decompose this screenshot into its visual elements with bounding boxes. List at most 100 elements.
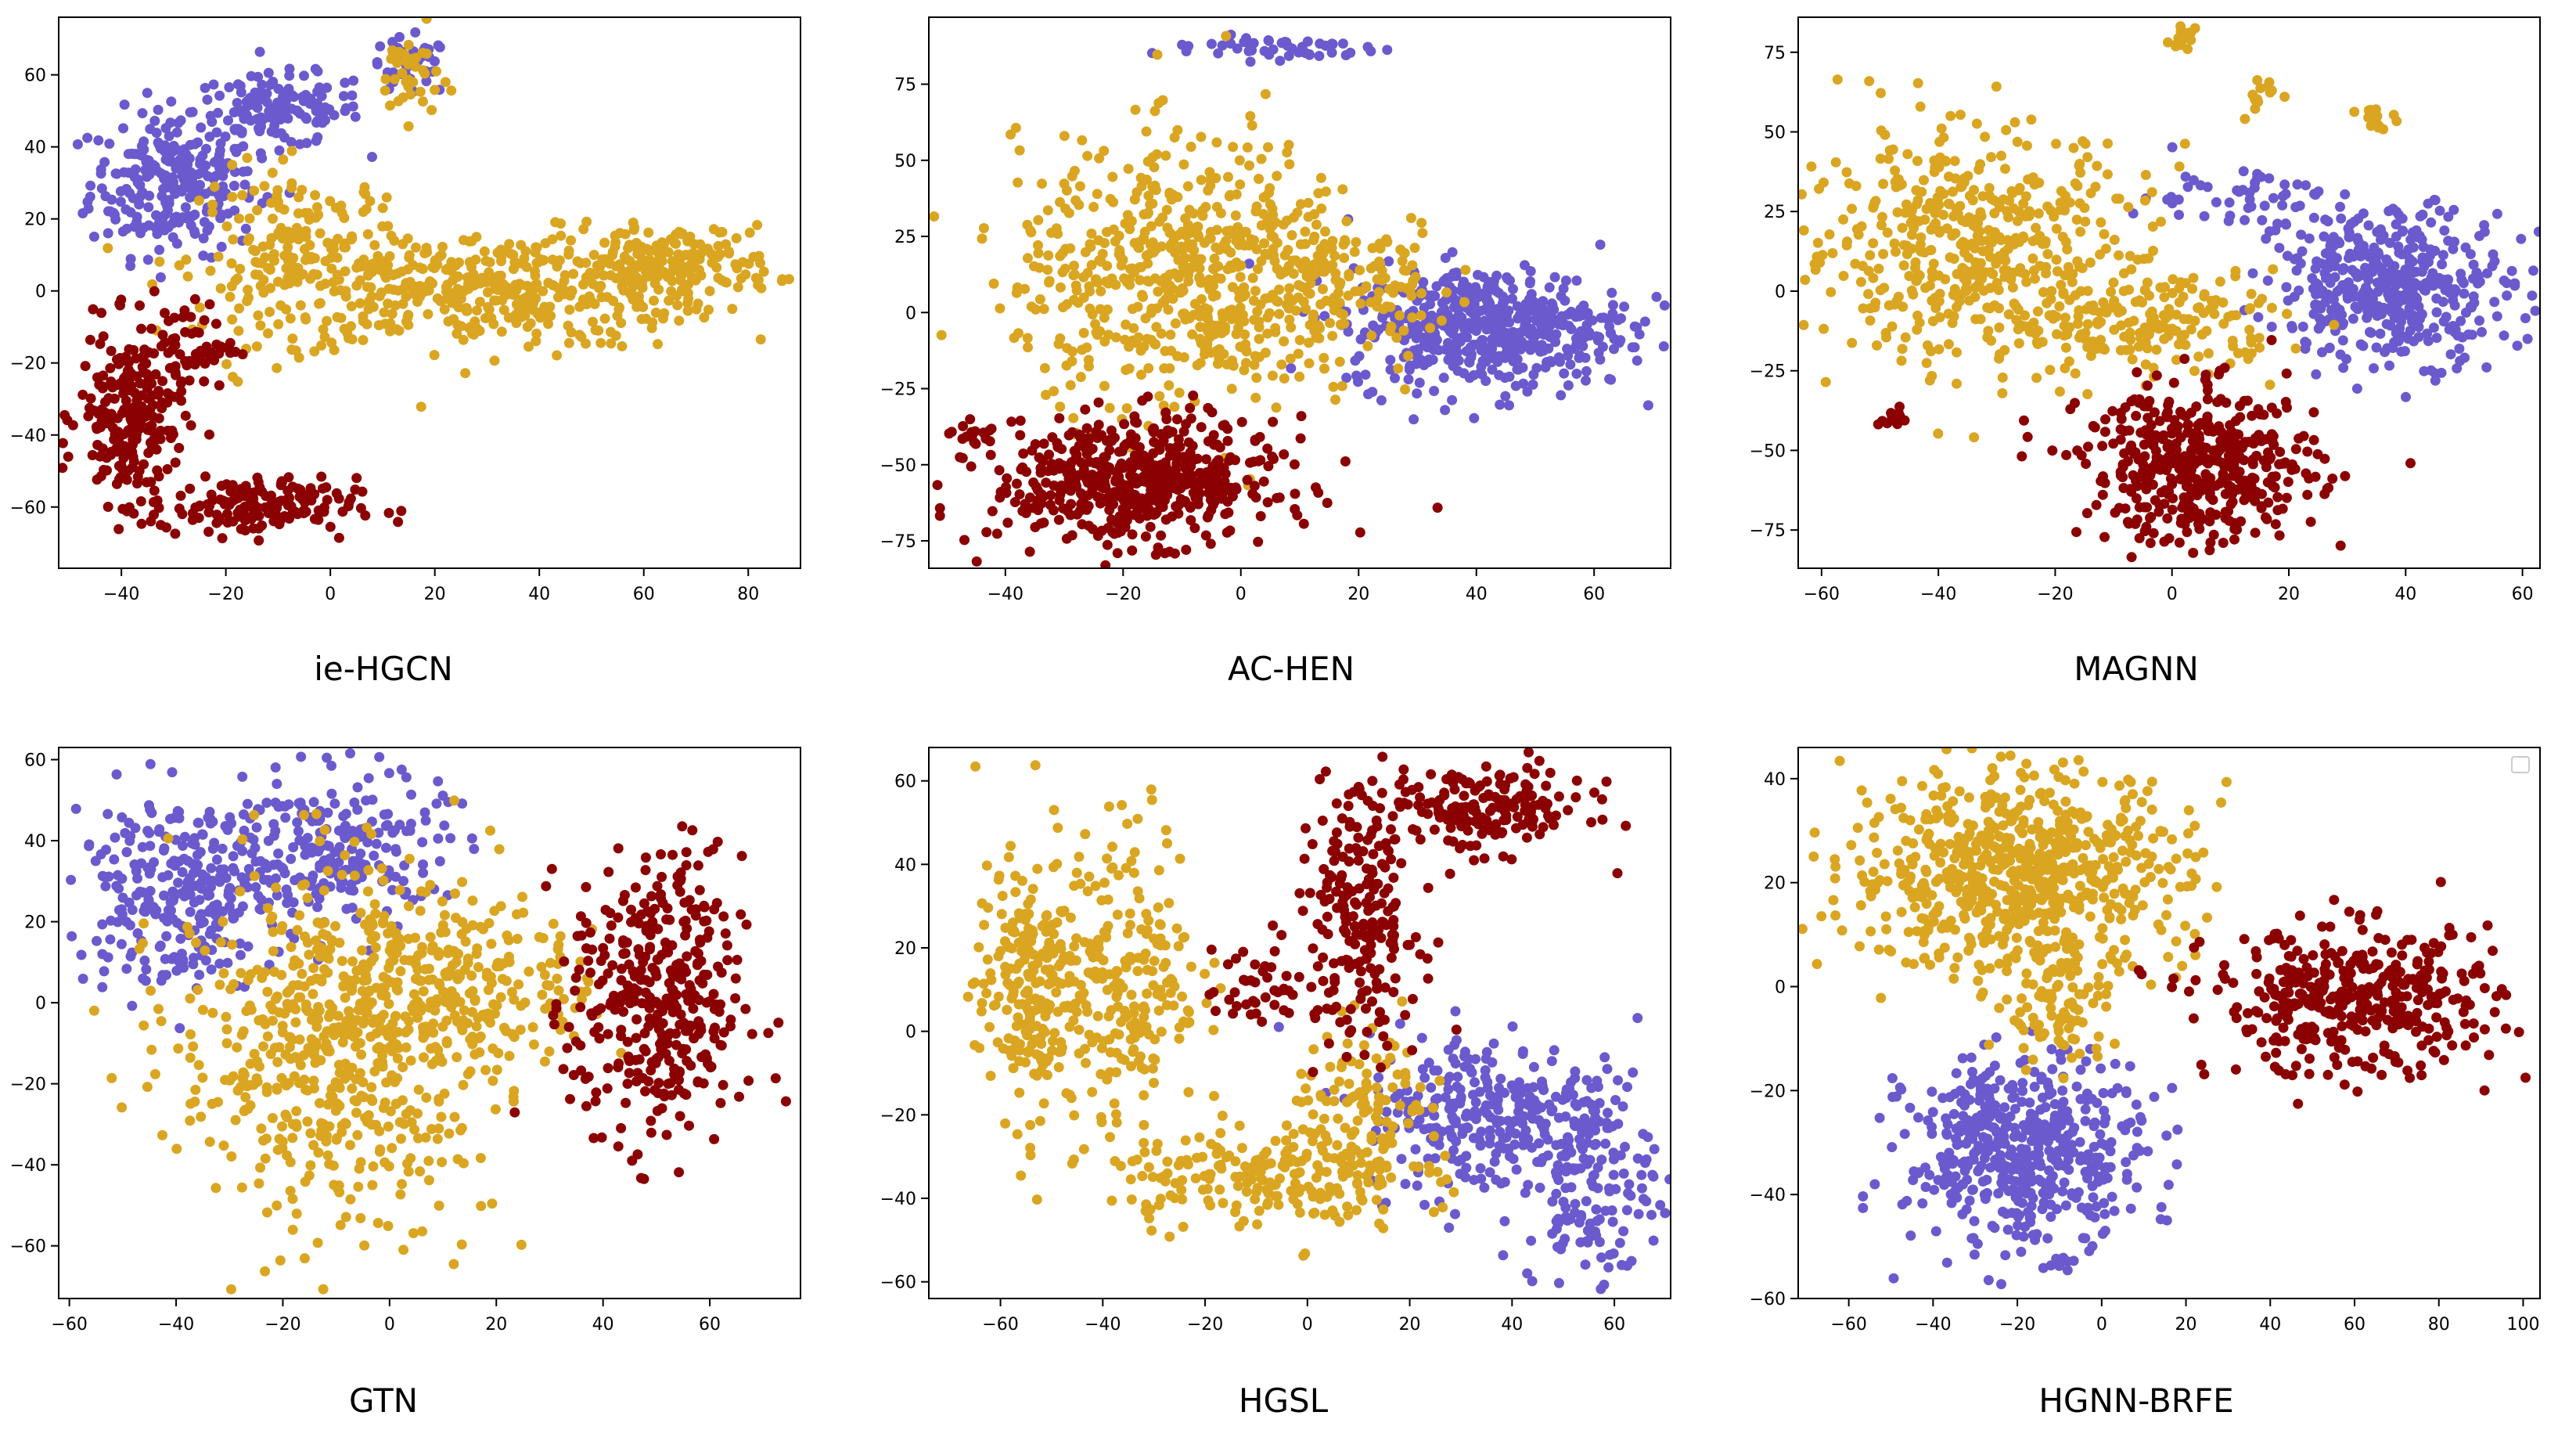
point-series-1 (1151, 322, 1162, 333)
point-series-2 (396, 506, 407, 517)
point-series-1 (340, 266, 351, 277)
point-series-1 (315, 280, 326, 291)
point-series-0 (2180, 171, 2191, 182)
point-series-1 (1800, 275, 1811, 285)
point-series-1 (340, 291, 351, 302)
point-series-2 (2228, 470, 2239, 481)
point-series-0 (2307, 273, 2318, 283)
point-series-1 (325, 196, 336, 207)
point-series-1 (205, 265, 216, 276)
point-series-1 (2265, 380, 2276, 391)
point-series-2 (1067, 530, 1078, 541)
point-series-1 (1945, 110, 1956, 121)
point-series-1 (1285, 353, 1296, 364)
point-series-0 (303, 94, 314, 105)
point-series-2 (1200, 530, 1211, 541)
point-series-0 (1502, 311, 1512, 322)
point-series-1 (1250, 392, 1261, 403)
point-series-2 (63, 452, 74, 462)
point-series-1 (1373, 286, 1384, 297)
point-series-2 (142, 383, 153, 394)
point-series-1 (362, 262, 373, 273)
point-series-0 (1531, 330, 1542, 340)
point-series-1 (1344, 271, 1355, 282)
point-series-1 (1830, 157, 1841, 167)
point-series-1 (1997, 387, 2008, 398)
point-series-1 (1386, 321, 1397, 332)
point-series-0 (1526, 289, 1537, 300)
point-series-2 (150, 369, 161, 380)
point-series-1 (1105, 193, 1116, 204)
point-series-1 (1211, 345, 1222, 356)
point-series-1 (333, 233, 344, 244)
point-series-1 (492, 247, 503, 258)
point-series-0 (1426, 292, 1437, 303)
point-series-1 (1982, 302, 1993, 313)
point-series-2 (137, 362, 148, 373)
point-series-1 (1169, 132, 1180, 143)
point-series-0 (175, 115, 186, 126)
point-series-1 (1298, 297, 1309, 307)
point-series-1 (293, 352, 304, 363)
point-series-2 (1002, 517, 1013, 528)
point-series-1 (1991, 258, 2002, 269)
point-series-1 (1407, 312, 1418, 323)
point-series-1 (1272, 171, 1283, 182)
point-series-2 (2182, 527, 2193, 538)
point-series-1 (1202, 312, 1213, 323)
point-series-1 (402, 233, 413, 244)
point-series-1 (2140, 170, 2151, 180)
point-series-1 (1873, 263, 1884, 274)
point-series-2 (105, 362, 116, 373)
point-series-0 (164, 131, 174, 142)
point-series-1 (717, 227, 728, 237)
point-series-1 (286, 182, 297, 193)
point-series-1 (1135, 345, 1146, 356)
point-series-2 (2154, 416, 2165, 427)
point-series-2 (190, 502, 201, 513)
point-series-1 (1315, 243, 1326, 254)
point-series-0 (1607, 308, 1618, 319)
point-series-1 (489, 355, 500, 366)
point-series-1 (1820, 376, 1831, 387)
point-series-2 (136, 323, 146, 334)
point-series-2 (1187, 441, 1198, 452)
point-series-1 (455, 294, 466, 304)
point-series-2 (1209, 496, 1220, 507)
point-series-1 (437, 241, 448, 252)
point-series-0 (1545, 355, 1556, 366)
point-series-0 (257, 79, 268, 90)
point-series-0 (350, 111, 361, 122)
point-series-1 (209, 182, 220, 192)
x-tick-label: 20 (1347, 585, 1369, 604)
point-series-2 (276, 477, 287, 488)
point-series-1 (727, 304, 738, 315)
point-series-0 (2351, 384, 2362, 394)
point-series-0 (2199, 211, 2210, 222)
point-series-1 (391, 324, 402, 335)
point-series-1 (1230, 210, 1241, 221)
point-series-1 (2290, 343, 2301, 354)
point-series-1 (332, 312, 343, 322)
point-series-1 (2056, 186, 2067, 196)
point-series-1 (1059, 178, 1070, 189)
point-series-1 (1973, 218, 1984, 229)
point-series-0 (246, 92, 257, 103)
point-series-0 (2337, 335, 2348, 346)
point-series-0 (1536, 340, 1547, 351)
point-series-0 (1448, 361, 1459, 371)
point-series-1 (207, 200, 218, 210)
point-series-1 (2159, 292, 2170, 303)
point-series-0 (1595, 240, 1606, 250)
point-series-0 (1544, 282, 1555, 293)
point-series-2 (984, 436, 995, 447)
point-series-1 (292, 276, 303, 287)
point-series-0 (1504, 371, 1515, 382)
point-series-0 (1365, 46, 1376, 56)
point-series-1 (531, 328, 542, 339)
point-series-0 (2393, 241, 2404, 252)
point-series-1 (1279, 373, 1290, 384)
point-series-1 (286, 344, 297, 355)
point-series-1 (2254, 333, 2265, 344)
point-series-1 (194, 302, 205, 313)
